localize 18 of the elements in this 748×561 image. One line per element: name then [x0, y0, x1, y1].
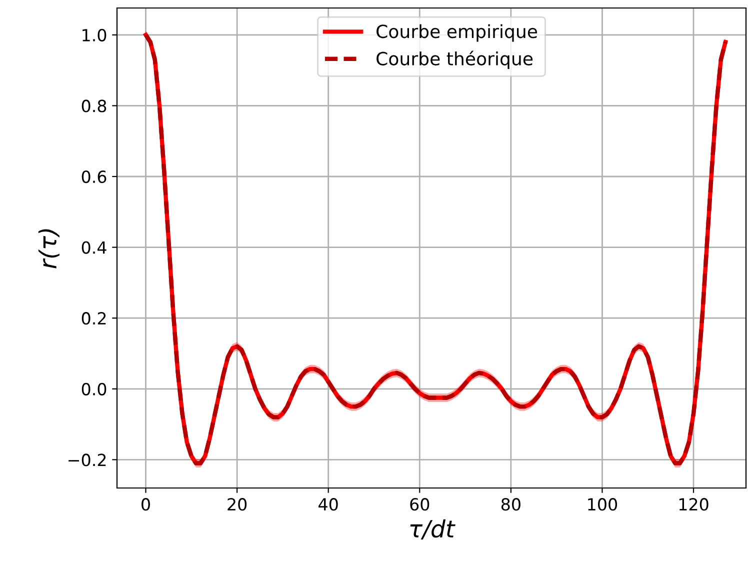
x-axis-title: τ/dt [410, 519, 456, 540]
x-tick-label: 100 [588, 498, 618, 511]
x-tick-label: 120 [679, 498, 708, 511]
y-tick-label: 0.0 [82, 382, 106, 396]
legend-label: Courbe théorique [376, 50, 533, 69]
legend-label: Courbe empirique [376, 24, 538, 42]
x-tick-label: 60 [410, 498, 430, 511]
y-tick-label: 0.6 [82, 170, 106, 184]
x-tick-label: 40 [318, 498, 338, 511]
x-tick-label: 0 [142, 498, 150, 511]
y-tick-label: −0.2 [68, 454, 106, 466]
y-tick-label: 1.0 [82, 28, 106, 42]
y-tick-label: 0.4 [82, 241, 106, 254]
y-tick-label: 0.8 [82, 100, 106, 112]
y-tick-label: 0.2 [82, 312, 106, 325]
x-tick-label: 80 [501, 498, 520, 511]
x-tick-label: 20 [228, 498, 247, 511]
y-axis-title: r(τ) [38, 229, 60, 268]
